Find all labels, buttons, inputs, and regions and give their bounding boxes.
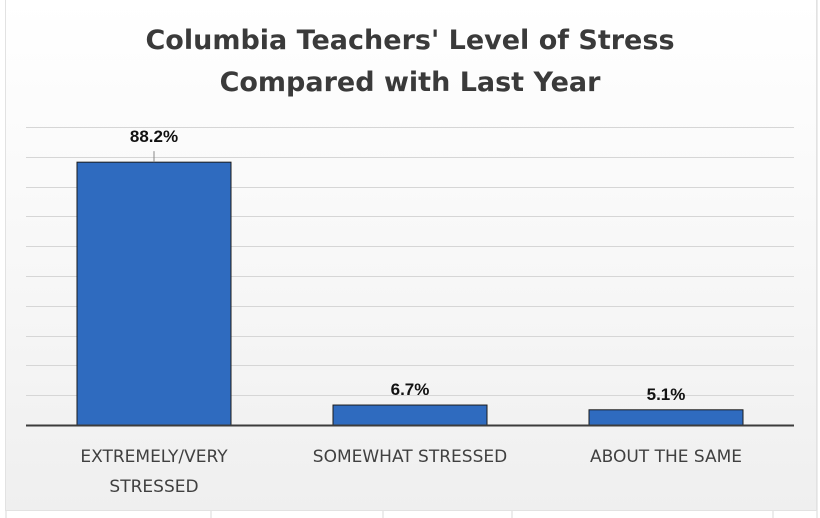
bar[interactable]: [332, 404, 488, 426]
chart-title-line-2: Compared with Last Year: [220, 67, 602, 98]
bar-chart: Columbia Teachers' Level of Stress Compa…: [26, 25, 794, 497]
category-label: ABOUT THE SAME: [590, 447, 742, 467]
category-label: SOMEWHAT STRESSED: [313, 447, 507, 467]
chart-area[interactable]: Columbia Teachers' Level of Stress Compa…: [6, 0, 816, 510]
data-label: 88.2%: [130, 127, 178, 146]
category-label: STRESSED: [109, 477, 198, 497]
bar[interactable]: [588, 409, 744, 426]
data-label: 6.7%: [391, 380, 430, 399]
data-label: 5.1%: [647, 385, 686, 404]
bar[interactable]: [76, 161, 232, 426]
chart-title-line-1: Columbia Teachers' Level of Stress: [145, 25, 674, 56]
category-label: EXTREMELY/VERY: [80, 447, 228, 467]
